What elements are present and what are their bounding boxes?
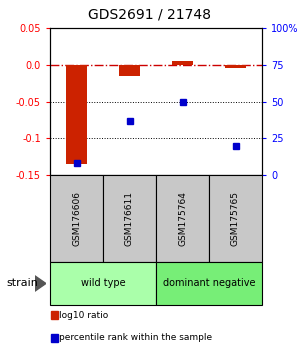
Text: strain: strain: [6, 279, 38, 289]
Bar: [172, 61, 193, 65]
Text: GSM176606: GSM176606: [72, 191, 81, 246]
Text: dominant negative: dominant negative: [163, 279, 255, 289]
Text: GSM175764: GSM175764: [178, 191, 187, 246]
Text: GDS2691 / 21748: GDS2691 / 21748: [88, 8, 212, 22]
Bar: [119, 65, 140, 76]
Text: wild type: wild type: [81, 279, 125, 289]
Bar: [66, 65, 87, 164]
Bar: [225, 65, 246, 68]
Text: log10 ratio: log10 ratio: [59, 310, 109, 320]
Text: percentile rank within the sample: percentile rank within the sample: [59, 333, 212, 343]
Polygon shape: [34, 275, 46, 291]
Text: GSM176611: GSM176611: [125, 191, 134, 246]
Text: GSM175765: GSM175765: [231, 191, 240, 246]
